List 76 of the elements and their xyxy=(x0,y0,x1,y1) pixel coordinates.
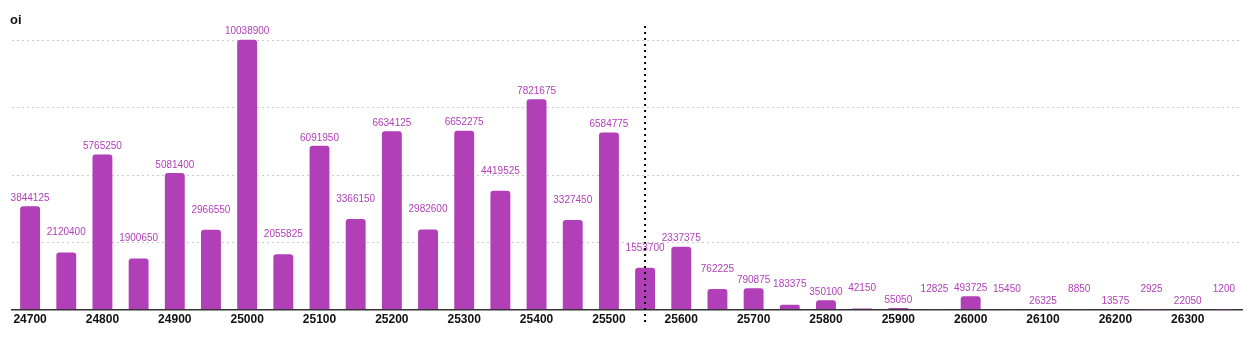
bar xyxy=(201,229,221,310)
bar xyxy=(707,289,728,310)
data-label: 1900650 xyxy=(119,232,159,244)
data-label: 7821675 xyxy=(517,85,557,97)
data-label: 5081400 xyxy=(155,158,195,170)
bar xyxy=(128,258,149,310)
data-label: 42150 xyxy=(848,282,877,294)
data-label: 3844125 xyxy=(10,191,50,203)
data-label: 1200 xyxy=(1212,283,1236,295)
data-label: 22050 xyxy=(1173,294,1203,306)
data-label: 2925 xyxy=(1140,283,1164,295)
x-tick-label: 25700 xyxy=(736,312,771,327)
x-tick-label: 26100 xyxy=(1026,312,1061,327)
data-label: 4419525 xyxy=(480,164,521,176)
data-label: 55050 xyxy=(884,293,913,305)
x-tick-label: 25800 xyxy=(809,312,843,327)
bar xyxy=(454,130,475,310)
x-tick-label: 25000 xyxy=(230,312,265,327)
data-label: 350100 xyxy=(809,285,844,297)
data-label: 3366150 xyxy=(336,192,376,204)
x-tick-label: 24900 xyxy=(158,312,192,327)
x-tick-label: 25300 xyxy=(447,312,482,327)
data-label: 26325 xyxy=(1029,294,1058,306)
bar xyxy=(237,39,258,310)
data-label: 2120400 xyxy=(46,226,87,238)
bar xyxy=(598,132,619,310)
bar xyxy=(635,267,656,310)
data-label: 790875 xyxy=(736,274,771,286)
x-tick-label: 25500 xyxy=(592,312,626,327)
data-label: 6091950 xyxy=(300,131,340,143)
bar xyxy=(309,145,330,310)
bar xyxy=(345,219,366,310)
data-label: 2055825 xyxy=(263,228,304,240)
x-tick-label: 25400 xyxy=(519,312,554,327)
bar xyxy=(164,172,185,310)
data-label: 6652275 xyxy=(444,116,485,128)
data-label: 3327450 xyxy=(553,193,593,205)
bar xyxy=(490,190,511,310)
data-label: 762225 xyxy=(700,262,735,274)
bar xyxy=(671,246,692,310)
bar xyxy=(526,99,547,310)
data-label: 2337375 xyxy=(661,232,702,244)
bar xyxy=(562,220,583,310)
x-tick-label: 25600 xyxy=(664,312,699,327)
data-label: 10038900 xyxy=(224,25,270,37)
bar xyxy=(56,252,77,310)
x-tick-label: 26000 xyxy=(953,312,988,327)
bar xyxy=(418,229,438,310)
x-tick-label: 26200 xyxy=(1098,312,1133,327)
bar xyxy=(92,154,113,310)
y-axis-title: oi xyxy=(10,12,22,27)
data-label: 1553700 xyxy=(625,241,665,253)
data-label: 2982600 xyxy=(408,203,448,215)
bar xyxy=(273,254,294,310)
x-tick-label: 25200 xyxy=(375,312,409,327)
x-tick-label: 26300 xyxy=(1171,312,1205,327)
data-label: 493725 xyxy=(953,282,988,294)
x-tick-label: 24800 xyxy=(85,312,120,327)
bar xyxy=(960,296,981,310)
data-label: 12825 xyxy=(920,283,949,295)
data-label: 5765250 xyxy=(82,140,123,152)
data-label: 15450 xyxy=(992,282,1022,294)
x-tick-label: 25900 xyxy=(881,312,916,327)
data-label: 2966550 xyxy=(191,203,231,215)
data-label: 183375 xyxy=(773,278,807,290)
bar xyxy=(20,206,41,310)
bar xyxy=(381,131,402,310)
x-tick-label: 24700 xyxy=(13,312,48,327)
data-label: 8850 xyxy=(1068,283,1091,295)
data-label: 6634125 xyxy=(372,116,412,128)
bar xyxy=(779,304,800,310)
x-tick-label: 25100 xyxy=(302,312,337,327)
bar xyxy=(816,300,836,310)
data-label: 6584775 xyxy=(589,118,629,130)
data-label: 13575 xyxy=(1101,294,1130,306)
bar xyxy=(743,288,764,310)
